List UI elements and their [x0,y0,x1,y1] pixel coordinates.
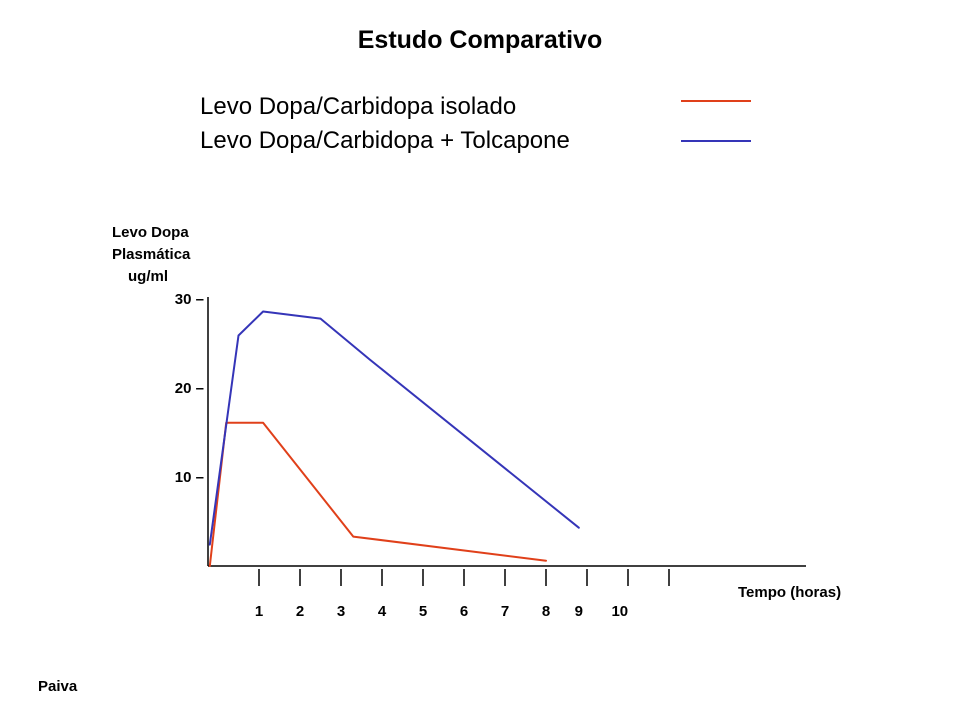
x-tick-label: 1 [255,603,263,620]
x-tick-label: 7 [501,603,509,620]
legend-label-tolcapone: Levo Dopa/Carbidopa + Tolcapone [200,127,570,154]
x-tick-label: 9 [575,603,583,620]
x-tick-label: 3 [337,603,345,620]
legend-swatch-tolcapone [681,140,751,142]
series-line-isolado [208,421,547,567]
x-tick-label: 4 [378,603,387,620]
x-tick-label: 8 [542,603,550,620]
legend-swatch-isolado [681,100,751,102]
y-axis-label: Levo Dopa Plasmática ug/ml [112,222,190,288]
series-line-tolcapone [208,310,580,546]
x-tick-label: 6 [460,603,468,620]
legend-label-isolado: Levo Dopa/Carbidopa isolado [200,93,517,120]
chart-title: Estudo Comparativo [357,26,603,54]
x-tick-label: 2 [296,603,304,620]
x-tick-label: 5 [419,603,427,620]
y-tick-label: 20 – [175,380,204,397]
y-tick-label: 10 – [175,469,204,486]
x-tick-label: 10 [611,603,628,620]
y-axis-label-line-1: Levo Dopa [112,224,189,241]
y-axis-label-line-3: ug/ml [128,268,168,285]
x-axis-label: Tempo (horas) [738,584,842,601]
y-axis-label-line-2: Plasmática [112,246,191,263]
y-tick-label: 30 – [175,291,204,308]
author-footer: Paiva [38,678,78,695]
